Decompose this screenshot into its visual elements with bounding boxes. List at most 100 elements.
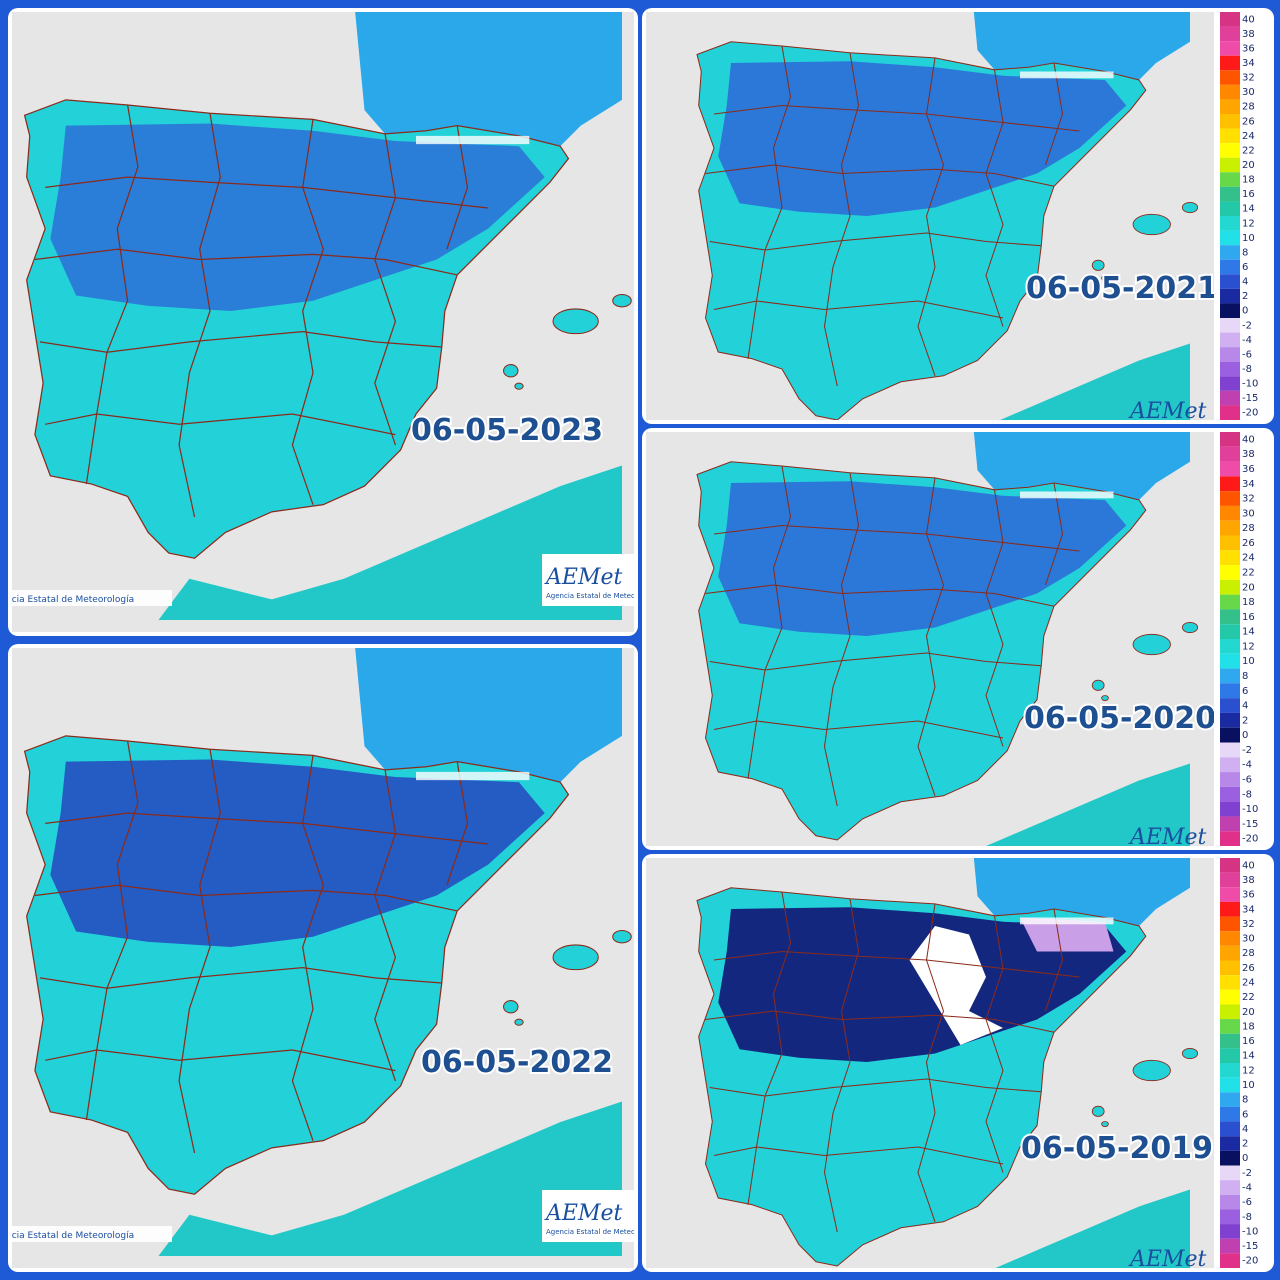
legend-swatch — [1220, 186, 1240, 202]
legend-swatch — [1220, 931, 1240, 946]
legend-swatch — [1220, 172, 1240, 187]
legend-swatch — [1220, 683, 1240, 699]
legend-label: 40 — [1242, 14, 1255, 25]
legend-label: 20 — [1242, 160, 1255, 171]
legend-label: 18 — [1242, 175, 1255, 186]
legend-label: 16 — [1242, 1036, 1255, 1047]
legend-label: 24 — [1242, 977, 1255, 988]
legend-swatch — [1220, 858, 1240, 873]
legend-swatch — [1220, 975, 1240, 990]
legend-label: -20 — [1242, 1256, 1258, 1267]
legend-swatch — [1220, 668, 1240, 684]
legend-swatch — [1220, 801, 1240, 817]
legend-label: 0 — [1242, 730, 1248, 741]
legend-swatch — [1220, 128, 1240, 144]
legend-label: 16 — [1242, 189, 1255, 200]
date-label: 06-05-2023 — [411, 413, 603, 448]
map — [696, 12, 1199, 420]
legend-label: 32 — [1242, 494, 1255, 505]
legend-label: 18 — [1242, 597, 1255, 608]
logo-caption: Agencia Estatal de Meteorología — [546, 1228, 659, 1236]
legend-swatch — [1220, 476, 1240, 492]
legend-swatch — [1220, 594, 1240, 610]
legend-swatch — [1220, 432, 1240, 447]
legend-swatch — [1220, 288, 1240, 304]
legend-swatch — [1220, 1136, 1240, 1151]
legend-label: 30 — [1242, 934, 1255, 945]
legend-swatch — [1220, 201, 1240, 216]
legend-label: 26 — [1242, 116, 1255, 127]
map — [696, 858, 1199, 1268]
legend-label: 22 — [1242, 992, 1255, 1003]
legend-label: -8 — [1242, 789, 1252, 800]
legend-label: -8 — [1242, 1212, 1252, 1223]
legend-swatch — [1220, 727, 1240, 743]
legend-label: 24 — [1242, 131, 1255, 142]
legend-label: 26 — [1242, 963, 1255, 974]
legend-label: 38 — [1242, 875, 1255, 886]
legend-swatch — [1220, 742, 1240, 758]
date-label: 06-05-2022 — [421, 1045, 613, 1080]
legend-label: 28 — [1242, 948, 1255, 959]
legend-label: 8 — [1242, 247, 1248, 258]
legend-label: 18 — [1242, 1021, 1255, 1032]
legend-swatch — [1220, 143, 1240, 158]
legend-swatch — [1220, 259, 1240, 275]
snow-area — [909, 926, 1003, 1045]
map-panel: 06-05-2023 AEMet Agencia Estatal de Meteor… — [12, 12, 634, 632]
legend-label: -10 — [1242, 804, 1258, 815]
legend-swatch — [1220, 318, 1240, 333]
legend-swatch — [1220, 84, 1240, 100]
legend-swatch — [1220, 945, 1240, 961]
legend-swatch — [1220, 772, 1240, 787]
legend-swatch — [1220, 1238, 1240, 1254]
legend-label: -15 — [1242, 1241, 1258, 1252]
legend-label: 12 — [1242, 641, 1255, 652]
legend-swatch — [1220, 1092, 1240, 1107]
legend-label: 4 — [1242, 1124, 1248, 1135]
date-label: 06-05-2021 — [1026, 271, 1218, 306]
legend-label: 20 — [1242, 582, 1255, 593]
legend-label: 22 — [1242, 145, 1255, 156]
legend-label: -6 — [1242, 774, 1252, 785]
legend-swatch — [1220, 55, 1240, 71]
legend-swatch — [1220, 786, 1240, 802]
legend-swatch — [1220, 303, 1240, 318]
legend-label: 28 — [1242, 102, 1255, 113]
legend-label: 4 — [1242, 701, 1248, 712]
legend-label: 34 — [1242, 58, 1255, 69]
legend-swatch — [1220, 901, 1240, 917]
legend-label: -15 — [1242, 819, 1258, 830]
legend-swatch — [1220, 361, 1240, 377]
legend-label: 34 — [1242, 479, 1255, 490]
legend-label: -2 — [1242, 320, 1252, 331]
legend-swatch — [1220, 609, 1240, 625]
logo: AEMet — [1128, 399, 1206, 424]
credit-box — [12, 1226, 172, 1242]
logo: AEMet — [1128, 1247, 1206, 1272]
legend-label: 36 — [1242, 464, 1255, 475]
legend-label: 6 — [1242, 262, 1248, 273]
legend-label: 40 — [1242, 434, 1255, 445]
map — [23, 648, 632, 1256]
pyrenees-snow — [1020, 491, 1114, 499]
legend-swatch — [1220, 157, 1240, 173]
legend-label: 28 — [1242, 523, 1255, 534]
legend-swatch — [1220, 816, 1240, 832]
legend-label: -4 — [1242, 760, 1252, 771]
legend-swatch — [1220, 1048, 1240, 1063]
legend-label: -4 — [1242, 335, 1252, 346]
legend-label: 0 — [1242, 1153, 1248, 1164]
legend-label: 26 — [1242, 538, 1255, 549]
legend-label: -8 — [1242, 364, 1252, 375]
legend-label: 30 — [1242, 87, 1255, 98]
legend-label: 38 — [1242, 449, 1255, 460]
legend-swatch — [1220, 505, 1240, 521]
legend-label: 16 — [1242, 612, 1255, 623]
legend-swatch — [1220, 332, 1240, 348]
legend-label: -2 — [1242, 745, 1252, 756]
legend-label: 32 — [1242, 73, 1255, 84]
legend-label: 40 — [1242, 860, 1255, 871]
legend-swatch — [1220, 461, 1240, 477]
legend-swatch — [1220, 831, 1240, 846]
